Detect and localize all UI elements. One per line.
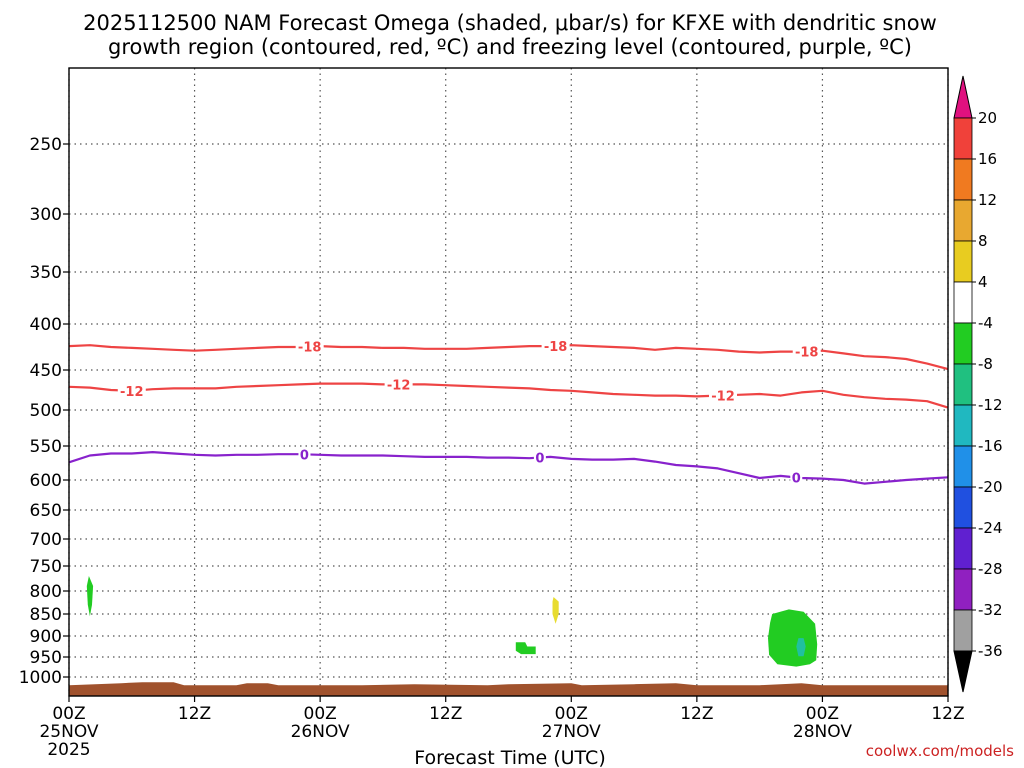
omega-area-1 xyxy=(86,576,94,617)
y-tick-label: 650 xyxy=(30,501,62,521)
contour-label: -18 xyxy=(544,340,568,355)
colorbar-label: -28 xyxy=(978,560,1003,578)
y-tick-label: 350 xyxy=(30,263,62,283)
contour-label-bg-1-1 xyxy=(384,377,413,392)
colorbar-band-5 xyxy=(953,322,973,365)
colorbar-band-6 xyxy=(953,363,973,406)
colorbar-label: -32 xyxy=(978,601,1003,619)
contour-label-bg-1-2 xyxy=(709,388,738,403)
x-axis-label: Forecast Time (UTC) xyxy=(414,747,605,768)
contour-label: 0 xyxy=(300,448,309,463)
colorbar-label: -36 xyxy=(978,642,1003,660)
contour-label: -18 xyxy=(795,345,819,360)
x-tick-date: 28NOV xyxy=(793,722,852,742)
contour-label: -12 xyxy=(387,378,411,393)
x-tick-date: 26NOV xyxy=(291,722,350,742)
omega-area-4 xyxy=(768,609,818,667)
x-tick-date: 27NOV xyxy=(542,722,601,742)
colorbar-label: -20 xyxy=(978,478,1003,496)
x-tick-date: 25NOV xyxy=(39,722,98,742)
contour-label-bg-0-1 xyxy=(541,338,570,353)
plot-background xyxy=(69,68,948,696)
contour-label-bg-1-0 xyxy=(117,383,146,398)
y-tick-label: 500 xyxy=(30,401,62,421)
y-tick-label: 900 xyxy=(30,627,62,647)
contour-label: 0 xyxy=(792,471,801,486)
terrain xyxy=(69,682,948,696)
plot-area xyxy=(69,68,948,696)
y-tick-label: 1000 xyxy=(19,668,62,688)
contour-label-bg-2-2 xyxy=(790,470,803,485)
colorbar-band-1 xyxy=(953,158,973,201)
y-tick-label: 300 xyxy=(30,205,62,225)
x-tick-label: 00Z xyxy=(304,704,337,724)
omega-area-5 xyxy=(796,638,806,657)
colorbar-label: -8 xyxy=(978,355,993,373)
chart-title-line-1: 2025112500 NAM Forecast Omega (shaded, μ… xyxy=(83,11,937,35)
colorbar-label: -4 xyxy=(978,314,993,332)
omega-area-2 xyxy=(552,597,559,624)
contour-label-bg-2-1 xyxy=(533,450,546,465)
y-tick-label: 250 xyxy=(30,135,62,155)
colorbar-band-4 xyxy=(953,281,973,324)
colorbar-label: -16 xyxy=(978,437,1003,455)
contour-label: -12 xyxy=(711,389,735,404)
contour-label-bg-0-0 xyxy=(295,339,324,354)
y-tick-label: 600 xyxy=(30,471,62,491)
colorbar-band-11 xyxy=(953,568,973,611)
colorbar-label: 16 xyxy=(978,150,997,168)
x-tick-label: 00Z xyxy=(52,704,85,724)
colorbar-band-3 xyxy=(953,240,973,283)
y-tick-label: 450 xyxy=(30,361,62,381)
colorbar-label: 8 xyxy=(978,232,988,250)
chart-title-line-2: growth region (contoured, red, ºC) and f… xyxy=(108,35,912,59)
colorbar-band-8 xyxy=(953,445,973,488)
omega-area-3 xyxy=(515,642,536,655)
y-tick-label: 750 xyxy=(30,557,62,577)
contour-label: -12 xyxy=(120,385,144,400)
y-tick-label: 550 xyxy=(30,437,62,457)
contours: -18 -18 -18 -12 -12 -12 0 0 0 xyxy=(68,338,949,486)
x-tick-label: 00Z xyxy=(555,704,588,724)
colorbar-bottom-arrow xyxy=(953,650,973,693)
colorbar-label: 12 xyxy=(978,191,997,209)
contour-label-bg-2-0 xyxy=(298,447,311,462)
colorbar-label: -24 xyxy=(978,519,1003,537)
colorbar-band-10 xyxy=(953,527,973,570)
credit-text[interactable]: coolwx.com/models xyxy=(866,742,1014,760)
x-tick-year: 2025 xyxy=(47,740,90,760)
omega-shading xyxy=(86,576,818,667)
colorbar: 20 16 12 8 4 -4 -8 -12 -16 -20 -24 -28 -32 -36 xyxy=(953,75,1003,693)
x-tick-label: 00Z xyxy=(806,704,839,724)
y-tick-label: 950 xyxy=(30,648,62,668)
contour-label-bg-0-2 xyxy=(792,344,821,359)
colorbar-band-0 xyxy=(953,117,973,160)
y-tick-label: 850 xyxy=(30,605,62,625)
colorbar-top-arrow xyxy=(953,75,973,119)
x-tick-label: 12Z xyxy=(429,704,462,724)
y-tick-label: 400 xyxy=(30,315,62,335)
x-tick-label: 12Z xyxy=(178,704,211,724)
colorbar-band-2 xyxy=(953,199,973,242)
x-tick-label: 12Z xyxy=(931,704,964,724)
colorbar-band-12 xyxy=(953,609,973,652)
contour-label: 0 xyxy=(535,452,544,467)
colorbar-band-7 xyxy=(953,404,973,447)
terrain-fill xyxy=(69,682,948,696)
colorbar-label: 4 xyxy=(978,273,988,291)
colorbar-label: 20 xyxy=(978,109,997,127)
colorbar-band-9 xyxy=(953,486,973,529)
plot-frame xyxy=(68,67,949,697)
y-tick-label: 800 xyxy=(30,582,62,602)
colorbar-label: -12 xyxy=(978,396,1003,414)
contour-line--12 xyxy=(68,382,949,409)
contour-label: -18 xyxy=(298,341,322,356)
x-tick-label: 12Z xyxy=(680,704,713,724)
y-axis: 2503003504004505005506006507007508008509… xyxy=(19,135,69,688)
y-tick-label: 700 xyxy=(30,530,62,550)
